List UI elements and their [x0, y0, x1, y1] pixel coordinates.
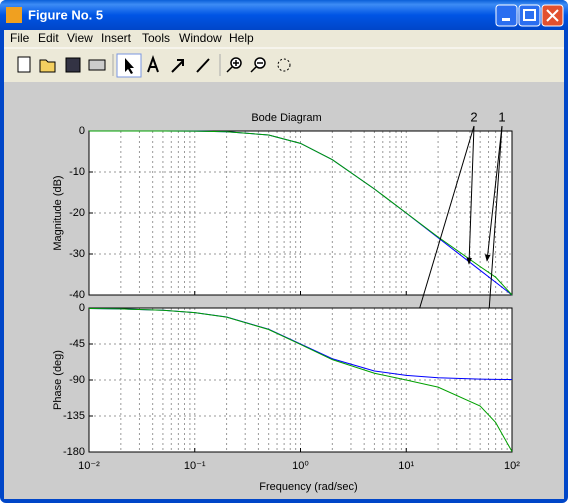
y-tick-label: -10 [69, 166, 85, 178]
menu-item[interactable]: Edit [38, 31, 59, 45]
x-axis-label: Frequency (rad/sec) [259, 481, 357, 493]
line-button[interactable] [196, 58, 210, 73]
y-tick-label: -135 [63, 410, 85, 422]
y-tick-label: -180 [63, 446, 85, 458]
annotation: 1 [498, 109, 505, 124]
y-axis-label: Phase (deg) [52, 350, 64, 410]
maximize-button[interactable] [518, 4, 541, 27]
menu-item[interactable]: View [67, 31, 93, 45]
save-button[interactable] [65, 57, 81, 73]
annotation-arrow [466, 125, 475, 265]
y-axis-label: Magnitude (dB) [52, 175, 64, 250]
y-tick-label: -90 [69, 374, 85, 386]
chart-title: Bode Diagram [251, 112, 321, 124]
x-tick-label: 10² [504, 460, 520, 472]
series-line [88, 130, 513, 296]
y-tick-label: -30 [69, 248, 85, 260]
minimize-button[interactable] [495, 4, 518, 27]
menu-item[interactable]: Help [229, 31, 254, 45]
menu-item[interactable]: Tools [142, 31, 170, 45]
annotation: 2 [470, 109, 477, 124]
maximize-icon [523, 9, 536, 21]
menu-item[interactable]: Window [179, 31, 222, 45]
y-tick-label: -40 [69, 289, 85, 301]
menu-item[interactable]: File [10, 31, 30, 45]
x-tick-label: 10⁻² [78, 460, 100, 472]
app-icon [6, 7, 22, 23]
title-bar [0, 0, 568, 30]
series-line [88, 307, 513, 452]
annotation-arrow [484, 125, 503, 262]
text-button[interactable] [147, 55, 159, 73]
axes-box [88, 130, 513, 296]
window-title: Figure No. 5 [28, 7, 103, 22]
x-tick-label: 10¹ [398, 460, 414, 472]
close-icon [546, 9, 559, 22]
zoom-out-icon [250, 62, 263, 73]
new-button[interactable] [17, 56, 31, 73]
minimize-icon [502, 18, 510, 21]
open-button[interactable] [39, 59, 56, 73]
menu-bar: File Edit View Insert Tools Window Help [10, 31, 254, 45]
arrow-icon [125, 58, 134, 74]
arrow-button[interactable] [171, 59, 184, 73]
zoom-in-icon [226, 60, 239, 73]
rotate-button[interactable] [277, 58, 291, 72]
y-tick-label: -20 [69, 207, 85, 219]
print-button[interactable] [88, 59, 106, 71]
x-tick-label: 10⁻¹ [184, 460, 206, 472]
menu-item[interactable]: Insert [101, 31, 132, 45]
y-tick-label: -45 [69, 338, 85, 350]
y-tick-label: 0 [79, 302, 85, 314]
x-tick-label: 10⁰ [292, 460, 309, 472]
toolbar [17, 53, 291, 78]
axes-box [88, 307, 513, 453]
y-tick-label: 0 [79, 125, 85, 137]
